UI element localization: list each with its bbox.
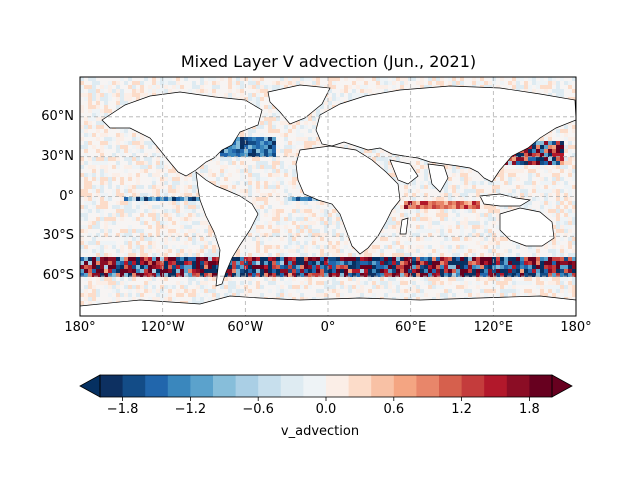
lon-tick-label: 60°E	[395, 320, 427, 335]
map-frame	[79, 76, 577, 317]
colorbar-swatch	[393, 375, 417, 397]
lon-tick-label: 180°	[560, 320, 592, 335]
colorbar-tick-label: −1.8	[106, 402, 139, 417]
colorbar-tick-label: 1.8	[519, 402, 540, 417]
land-eurasia	[315, 85, 576, 183]
land-south-america	[195, 171, 259, 287]
colorbar-swatch	[167, 375, 191, 397]
land-antarctica	[80, 295, 576, 316]
land-north-america	[101, 91, 263, 177]
lon-tick-label: 180°	[64, 320, 96, 335]
colorbar-over-arrow	[551, 374, 573, 398]
colorbar-under-arrow	[79, 374, 101, 398]
lat-tick-label: 30°N	[41, 148, 74, 164]
colorbar-swatch	[280, 375, 304, 397]
colorbar-tick-label: −1.2	[174, 402, 207, 417]
colorbar-swatch	[303, 375, 327, 397]
lon-tick-label: 120°E	[473, 320, 514, 335]
colorbar-swatch	[213, 375, 237, 397]
colorbar-tick-label: 0.0	[315, 402, 337, 417]
colorbar-swatch	[348, 375, 372, 397]
colorbar-swatch	[484, 375, 508, 397]
colorbar-swatch	[122, 375, 146, 397]
colorbar-swatch	[190, 375, 214, 397]
colorbar-tick-label: 0.6	[383, 402, 405, 417]
colorbar-label: v_advection	[280, 424, 360, 439]
lon-tick-label: 60°W	[227, 320, 264, 335]
colorbar-swatch	[506, 375, 530, 397]
gridlines	[80, 77, 576, 316]
land-india	[427, 163, 449, 193]
lon-tick-label: 0°	[320, 320, 336, 335]
colorbar-swatch	[258, 375, 282, 397]
colorbar-tick-label: 1.2	[451, 402, 472, 417]
colorbar-swatch	[461, 375, 485, 397]
colorbar-tick-label: −0.6	[242, 402, 274, 417]
colorbar-swatch	[439, 375, 463, 397]
land-greenland	[267, 84, 331, 125]
colorbar-swatch	[371, 375, 395, 397]
land-indonesia	[479, 193, 532, 207]
lat-tick-label: 30°S	[42, 228, 74, 244]
lon-tick-label: 120°W	[140, 320, 185, 335]
colorbar-swatch	[529, 375, 553, 397]
colorbar-swatch	[326, 375, 350, 397]
lat-tick-label: 60°S	[42, 268, 74, 284]
lat-tick-label: 0°	[59, 188, 74, 204]
colorbar	[79, 374, 573, 401]
colorbar-swatch	[145, 375, 169, 397]
colorbar-swatch	[235, 375, 259, 397]
lat-tick-label: 60°N	[41, 108, 74, 124]
chart-title: Mixed Layer V advection (Jun., 2021)	[180, 52, 477, 71]
land-australia	[499, 207, 555, 247]
land-africa	[295, 145, 401, 255]
colorbar-swatch	[100, 375, 124, 397]
colorbar-swatch	[416, 375, 440, 397]
land-madagascar	[399, 217, 409, 235]
